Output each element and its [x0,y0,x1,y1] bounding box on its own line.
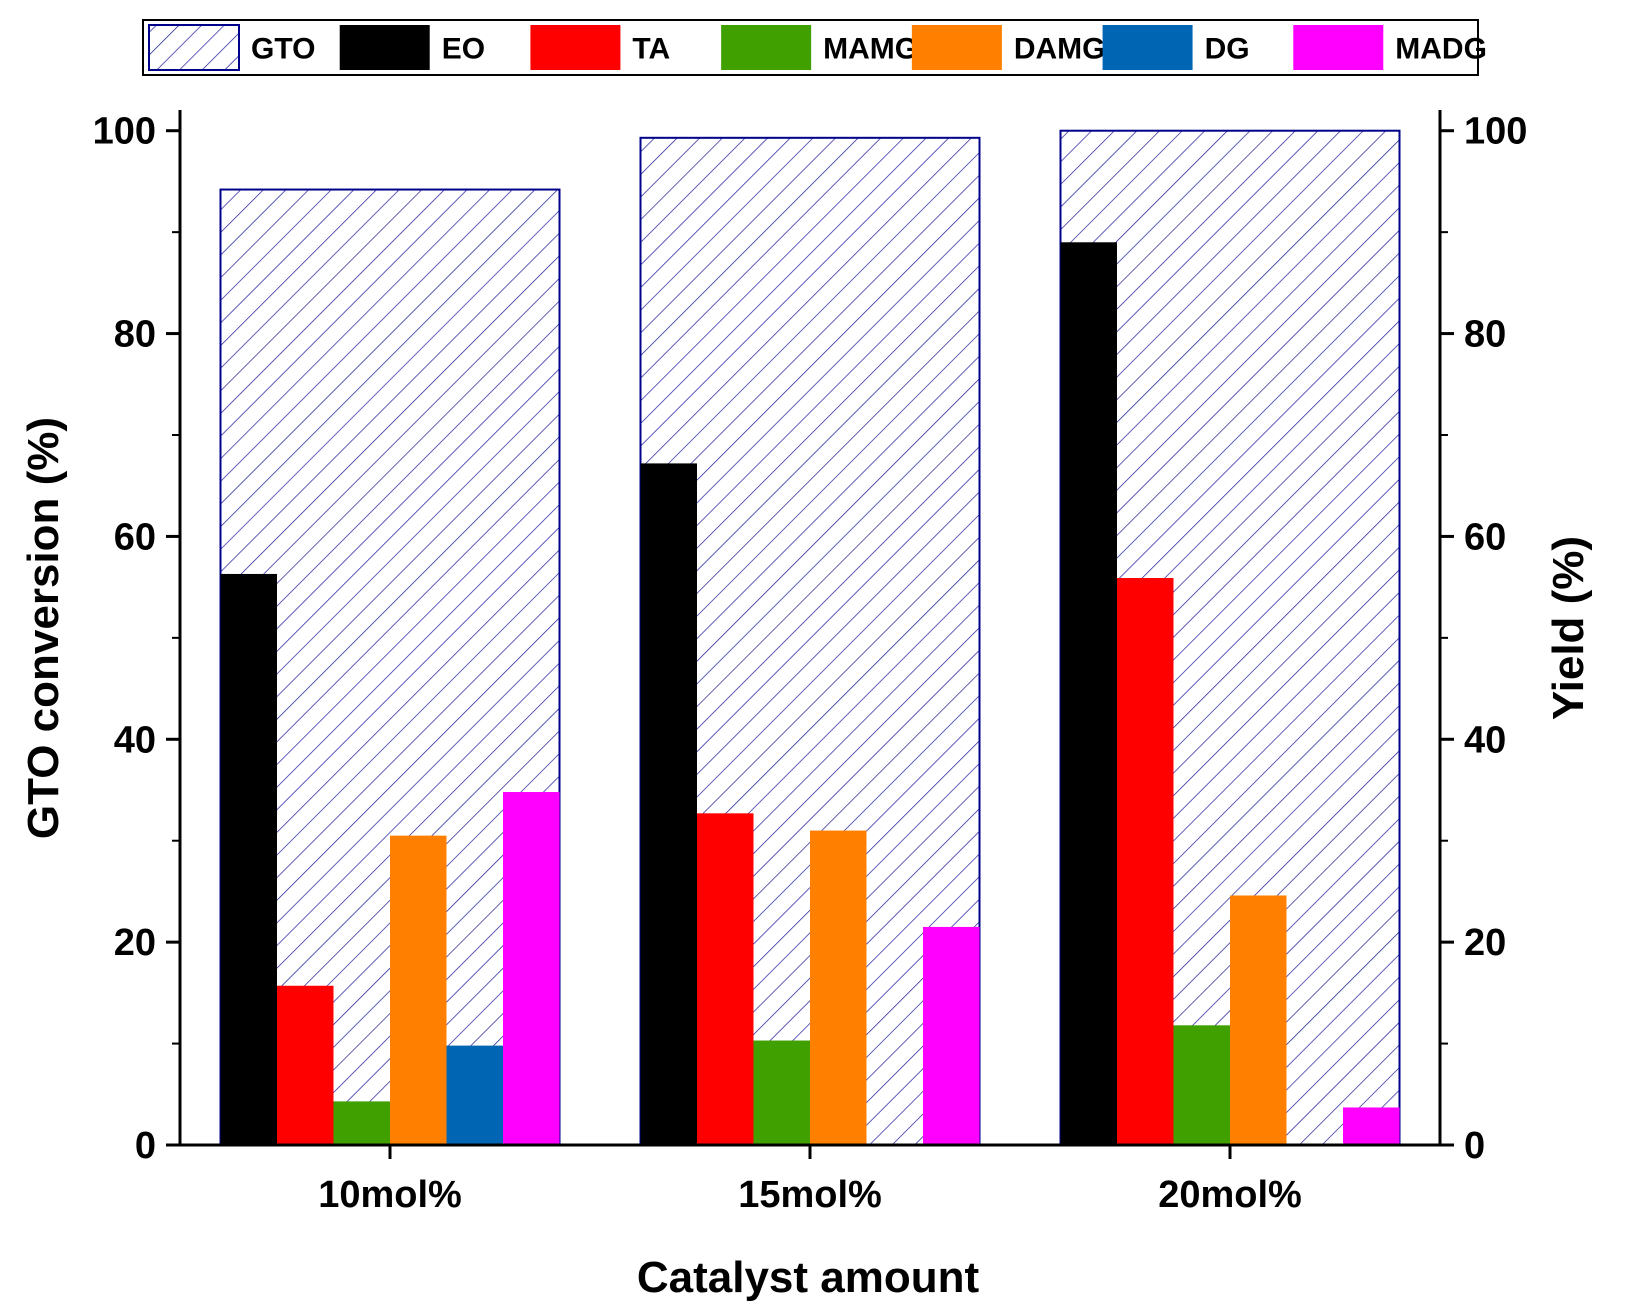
bar-eo-10mol% [220,573,277,1145]
bar-dg-10mol% [446,1045,503,1145]
bar-madg-15mol% [923,926,980,1145]
y-tick-label-left-40: 40 [114,719,156,761]
y-tick-label-right-20: 20 [1464,922,1506,964]
bar-madg-10mol% [503,792,560,1145]
legend-swatch-ta [530,25,621,70]
legend-label-mamg: MAMG [823,33,918,66]
legend-swatch-dg [1102,25,1193,70]
legend-label-madg: MADG [1395,33,1487,66]
y-axis-title-left: GTO conversion (%) [19,417,68,839]
y-tick-label-right-60: 60 [1464,516,1506,558]
x-tick-label-10mol%: 10mol% [318,1174,462,1216]
axes: 0 0 20 20 40 40 60 60 80 80 100 100 10mol% 15mol% 20mo… [93,110,1527,1216]
legend-label-gto: GTO [251,33,315,66]
y-tick-label-left-60: 60 [114,516,156,558]
yield-bars [220,242,1400,1146]
bar-damg-15mol% [810,830,867,1145]
legend: GTO EO TA MAMG DAMG DG MADG [142,19,1487,76]
y-tick-label-right-80: 80 [1464,314,1506,356]
bar-ta-20mol% [1117,578,1174,1145]
y-tick-label-left-80: 80 [114,314,156,356]
bar-mamg-20mol% [1173,1025,1230,1145]
bar-mamg-10mol% [333,1101,390,1145]
x-tick-label-20mol%: 20mol% [1158,1174,1302,1216]
legend-swatch-eo [339,25,430,70]
legend-label-ta: TA [632,33,670,66]
bar-eo-15mol% [640,463,697,1145]
bar-ta-15mol% [697,813,754,1145]
legend-swatch-mamg [721,25,812,70]
x-axis-title: Catalyst amount [637,1253,980,1302]
y-axis-title-right: Yield (%) [1544,536,1593,720]
y-tick-label-left-20: 20 [114,922,156,964]
x-tick-label-15mol%: 15mol% [738,1174,882,1216]
bar-damg-10mol% [390,835,447,1145]
bar-ta-10mol% [277,985,334,1145]
legend-label-damg: DAMG [1014,33,1106,66]
legend-label-eo: EO [442,33,485,66]
legend-label-dg: DG [1205,33,1250,66]
bar-eo-20mol% [1060,242,1117,1146]
legend-swatch-madg [1293,25,1384,70]
bar-madg-20mol% [1343,1107,1400,1145]
y-tick-label-left-100: 100 [93,111,156,153]
y-tick-label-right-100: 100 [1464,111,1527,153]
y-tick-label-right-40: 40 [1464,719,1506,761]
legend-swatch-gto [148,24,240,71]
legend-swatch-damg [911,25,1002,70]
y-tick-label-left-0: 0 [135,1125,156,1167]
bar-mamg-15mol% [753,1040,810,1145]
y-tick-label-right-0: 0 [1464,1125,1485,1167]
bar-damg-20mol% [1230,895,1287,1145]
